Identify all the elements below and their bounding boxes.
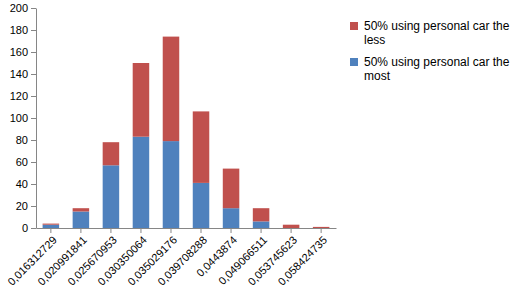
legend-label: 50% using personal car themost	[364, 55, 510, 83]
bar	[163, 37, 180, 142]
bar	[163, 141, 180, 228]
tick: 100	[10, 112, 36, 124]
bar	[253, 208, 270, 221]
bar	[73, 212, 90, 229]
bar	[103, 165, 120, 228]
tick-mark	[31, 8, 36, 9]
tick-mark	[80, 228, 81, 233]
legend: 50% using personal car theless 50% using …	[350, 19, 510, 83]
plot: 0 20 40 60 80 100 120 140 160 180 200 0,0163127290,…	[5, 2, 336, 288]
tick-mark	[31, 184, 36, 185]
legend-swatch	[350, 58, 358, 66]
tick-mark	[31, 162, 36, 163]
tick-mark	[31, 118, 36, 119]
tick-label: 60	[16, 156, 28, 168]
bar	[133, 63, 150, 137]
bar	[43, 224, 60, 225]
tick: 140	[10, 68, 36, 80]
bar	[313, 227, 330, 228]
tick: 120	[10, 90, 36, 102]
tick: 160	[10, 46, 36, 58]
tick-label: 20	[16, 200, 28, 212]
tick-mark	[231, 228, 232, 233]
tick: 40	[16, 178, 36, 190]
tick: 180	[10, 24, 36, 36]
tick: 80	[16, 134, 36, 146]
bar	[223, 208, 240, 228]
tick-mark	[31, 30, 36, 31]
tick: 60	[16, 156, 36, 168]
tick-label: 0,039708288	[155, 234, 209, 288]
series	[43, 37, 330, 228]
x-axis: 0,0163127290,0209918410,0256709530,03035…	[5, 228, 336, 288]
legend-swatch	[350, 22, 358, 30]
tick-mark	[291, 228, 292, 233]
bar	[133, 137, 150, 228]
tick-mark	[201, 228, 202, 233]
legend-label: 50% using personal car theless	[364, 19, 510, 47]
bar	[253, 221, 270, 228]
bars	[43, 37, 330, 228]
tick-mark	[261, 228, 262, 233]
tick-mark	[31, 96, 36, 97]
tick-label: 200	[10, 2, 28, 14]
legend-item: 50% using personal car themost	[350, 55, 510, 83]
tick-label: 80	[16, 134, 28, 146]
tick-mark	[140, 228, 141, 233]
tick: 0	[22, 222, 36, 234]
bar	[43, 225, 60, 228]
bar	[223, 169, 240, 209]
bar	[283, 225, 300, 228]
tick-mark	[110, 228, 111, 233]
tick-label: 180	[10, 24, 28, 36]
tick-label: 100	[10, 112, 28, 124]
bar	[103, 142, 120, 165]
bar	[193, 183, 210, 228]
tick-mark	[31, 52, 36, 53]
axis-line	[36, 9, 37, 229]
y-axis: 0 20 40 60 80 100 120 140 160 180 200	[10, 2, 37, 234]
tick-label: 40	[16, 178, 28, 190]
chart: 0 20 40 60 80 100 120 140 160 180 200 0,0163127290,…	[0, 0, 526, 305]
tick-mark	[31, 140, 36, 141]
tick-mark	[31, 74, 36, 75]
tick-mark	[321, 228, 322, 233]
tick-label: 160	[10, 46, 28, 58]
tick-mark	[170, 228, 171, 233]
tick-label: 140	[10, 68, 28, 80]
bar	[193, 111, 210, 182]
tick: 20	[16, 200, 36, 212]
tick-label: 0	[22, 222, 28, 234]
tick-mark	[50, 228, 51, 233]
tick: 0,058424735	[275, 228, 329, 288]
tick-mark	[31, 228, 36, 229]
bar	[73, 208, 90, 211]
series	[43, 137, 270, 228]
tick-label: 0,058424735	[275, 234, 329, 288]
tick-label: 120	[10, 90, 28, 102]
tick: 200	[10, 2, 36, 14]
tick-mark	[31, 206, 36, 207]
legend-item: 50% using personal car theless	[350, 19, 510, 47]
bar	[313, 228, 330, 229]
